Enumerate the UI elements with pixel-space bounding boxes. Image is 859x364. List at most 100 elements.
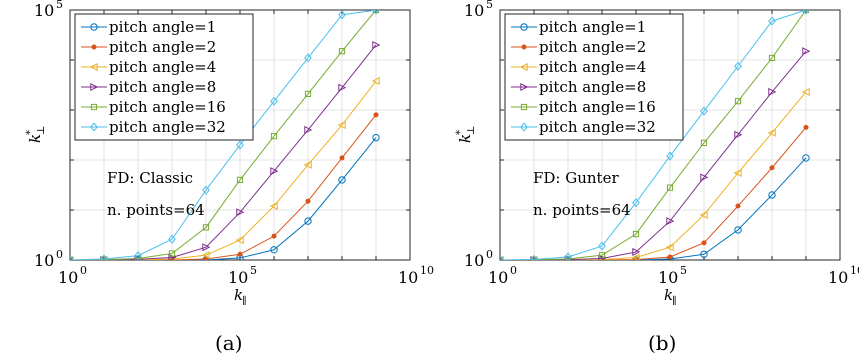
- y-tick-exponent: 5: [56, 0, 63, 11]
- marker-square: [734, 98, 742, 105]
- marker-triangle-left: [699, 210, 708, 219]
- marker-square: [598, 252, 606, 259]
- marker-square: [564, 255, 572, 260]
- marker-circle: [90, 23, 98, 31]
- marker-triangle-right: [90, 82, 99, 92]
- legend-label: pitch angle=2: [109, 38, 216, 56]
- marker-triangle-right: [598, 254, 607, 260]
- y-tick-base: 10: [34, 251, 54, 270]
- legend: pitch angle=1 pitch angle=2 pitch angle=4 p…: [74, 13, 254, 141]
- marker-diamond: [520, 122, 528, 132]
- marker-square: [666, 184, 674, 191]
- marker-dot: [701, 240, 707, 246]
- marker-circle: [520, 23, 528, 31]
- y-axis-label-superscript: *: [455, 130, 466, 135]
- series-line-4: [70, 44, 377, 260]
- marker-square: [202, 224, 210, 231]
- legend-entry: pitch angle=4: [511, 58, 646, 76]
- series-line-6: [500, 10, 807, 260]
- x-tick-base: 10: [228, 268, 248, 287]
- marker-circle: [338, 176, 346, 184]
- legend-label: pitch angle=8: [539, 78, 646, 96]
- y-tick-exponent: 0: [56, 248, 63, 261]
- legend-label: pitch angle=4: [109, 58, 216, 76]
- marker-dot: [339, 155, 345, 161]
- marker-triangle-left: [89, 62, 98, 72]
- marker-diamond: [270, 96, 278, 106]
- series-line-3: [500, 91, 807, 260]
- legend-entry: pitch angle=8: [511, 78, 646, 96]
- marker-dot: [373, 112, 379, 118]
- legend-entry: pitch angle=32: [81, 118, 226, 136]
- marker-circle: [270, 246, 278, 254]
- marker-square: [338, 48, 346, 55]
- marker-diamond: [134, 251, 142, 260]
- y-tick-exponent: 5: [486, 0, 493, 11]
- legend-label: pitch angle=2: [539, 38, 646, 56]
- marker-triangle-right: [270, 167, 279, 176]
- y-tick-base: 10: [34, 1, 54, 20]
- series-group: [70, 10, 381, 260]
- x-tick-base: 10: [58, 268, 78, 287]
- marker-triangle-right: [100, 255, 109, 260]
- x-tick-exponent: 0: [80, 264, 87, 277]
- y-tick-base: 10: [464, 1, 484, 20]
- marker-triangle-right: [338, 83, 347, 92]
- marker-triangle-right: [632, 247, 641, 256]
- marker-triangle-left: [337, 121, 346, 130]
- marker-square: [270, 133, 278, 140]
- x-tick-label: 10 0: [58, 264, 87, 287]
- legend-entry: pitch angle=1: [81, 18, 216, 36]
- marker-triangle-right: [564, 255, 573, 260]
- marker-triangle-right: [134, 255, 143, 260]
- marker-diamond: [100, 254, 108, 260]
- marker-triangle-right: [700, 173, 709, 182]
- legend-label: pitch angle=16: [539, 98, 656, 116]
- annotation: FD: Gunter: [533, 169, 619, 187]
- marker-diamond: [666, 151, 674, 161]
- x-tick-exponent: 5: [250, 264, 257, 277]
- legend-entry: pitch angle=2: [81, 38, 216, 56]
- annotation: n. points=64: [107, 201, 205, 219]
- legend: pitch angle=1 pitch angle=2 pitch angle=4 p…: [504, 13, 684, 141]
- marker-diamond: [372, 10, 380, 15]
- marker-triangle-left: [519, 62, 528, 72]
- marker-triangle-right: [372, 40, 381, 49]
- subfigure-label: (b): [648, 331, 676, 355]
- x-axis-label: k∥: [664, 286, 677, 307]
- marker-triangle-right: [802, 47, 811, 56]
- series-line-6: [70, 10, 377, 260]
- marker-diamond: [530, 254, 538, 260]
- marker-square: [802, 10, 810, 14]
- marker-dot: [667, 254, 673, 260]
- marker-diamond: [564, 252, 572, 260]
- annotation: FD: Classic: [107, 169, 193, 187]
- legend-entry: pitch angle=16: [81, 98, 226, 116]
- marker-diamond: [236, 140, 244, 150]
- marker-circle: [372, 133, 380, 142]
- marker-square: [304, 90, 312, 97]
- marker-triangle-right: [734, 130, 743, 139]
- subfigure-label: (a): [215, 331, 243, 355]
- marker-triangle-right: [236, 208, 245, 217]
- marker-diamond: [734, 61, 742, 71]
- legend-label: pitch angle=32: [539, 118, 656, 136]
- legend-box: [504, 13, 684, 141]
- series-line-5: [70, 10, 377, 260]
- legend-label: pitch angle=32: [109, 118, 226, 136]
- marker-triangle-left: [801, 87, 810, 96]
- marker-circle: [768, 191, 776, 199]
- x-axis-label-text: k: [664, 286, 673, 304]
- annotation: n. points=64: [533, 201, 631, 219]
- x-tick-base: 10: [658, 268, 678, 287]
- x-tick-label: 10 0: [488, 264, 517, 287]
- series-line-1: [70, 137, 377, 260]
- marker-diamond: [802, 10, 810, 15]
- marker-triangle-left: [235, 236, 244, 245]
- legend-entry: pitch angle=16: [511, 98, 656, 116]
- marker-triangle-left: [201, 251, 210, 260]
- y-tick-label: 10 0: [464, 248, 493, 270]
